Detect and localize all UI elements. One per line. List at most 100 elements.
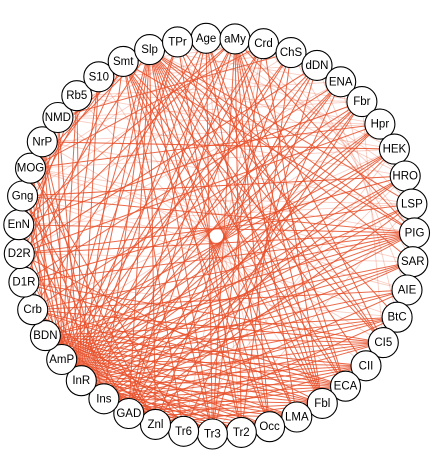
node-circle [83,61,115,93]
edge-InR-S10 [80,76,100,381]
edge-AmP-NMD [57,117,63,360]
node-label: D1R [12,277,35,289]
edge-TPr-CI5 [177,41,384,343]
edge-PIG-EnN [18,224,415,234]
node-S10: S10 [83,61,115,93]
node-Smt: Smt [107,45,139,77]
node-MOG: MOG [14,152,47,184]
node-NMD: NMD [42,101,74,134]
node-BtC: BtC [381,301,413,333]
faint-edge-ChS-SAR [290,52,414,262]
edge-aMy-PIG [234,38,415,234]
edge-CI5-Crb [32,309,384,344]
edge-AIE-GAD [128,289,408,414]
faint-edge-NMD-Fbr [57,101,362,118]
edge-Slp-CII [149,49,367,367]
node-label: D2R [8,248,31,260]
node-circle [26,126,58,158]
node-label: CII [359,360,374,372]
edge-SAR-Ins [103,261,414,400]
edge-Hpr-MOG [30,123,380,169]
edge-Slp-InR [80,49,151,381]
node-label: Tr3 [204,429,221,441]
node-circle [301,49,333,81]
node-BDN: BDN [29,320,61,352]
node-Tr2: Tr2 [225,416,257,448]
faint-edge-aMy-MOG [30,38,236,169]
node-circle [113,397,145,430]
node-label: AmP [49,354,74,366]
node-SAR: SAR [397,246,429,278]
edge-dDN-D2R [19,64,318,255]
edge-ECA-Ins [103,385,346,400]
node-label: SAR [401,256,425,268]
node-label: Znl [148,419,164,431]
node-circle [367,327,399,359]
node-circle [61,80,93,112]
node-label: Age [196,33,216,45]
edge-HRO-AmP [61,175,406,360]
node-Ins: Ins [88,383,120,415]
node-HRO: HRO [389,160,421,192]
node-Rb5: Rb5 [61,80,93,112]
edge-SAR-AmP [61,261,413,360]
node-label: HEK [383,144,407,156]
node-ENA: ENA [325,66,357,98]
node-Occ: Occ [254,411,286,443]
node-label: MOG [17,163,45,175]
node-AIE: AIE [391,274,423,306]
node-label: Ins [96,393,112,405]
node-circle [364,108,396,140]
edge-AmP-Rb5 [61,95,78,360]
edge-ECA-D1R [23,281,346,387]
edge-Fbl-InR [81,380,323,404]
node-PIG: PIG [398,217,431,249]
node-circle [325,66,357,98]
edge-Age-Fbl [205,38,323,404]
edge-aMy-ECA [234,38,346,387]
edge-ENA-D1R [23,81,341,283]
node-AmP: AmP [46,343,78,376]
node-circle [306,387,338,419]
edge-PIG-Crb [32,232,415,311]
edge-HEK-NrP [42,141,395,150]
node-circle [329,370,362,402]
edge-CII-BDN [45,335,367,367]
node-label: HRO [392,171,418,183]
edge-InR-NMD [57,117,82,381]
faint-edge-NrP-Hpr [42,123,380,143]
edge-aMy-D2R [18,38,236,254]
node-circle [88,383,120,415]
edge-Crd-InR [80,43,264,381]
node-Crb: Crb [17,294,49,326]
edge-PIG-D1R [23,232,415,283]
edge-Znl-MOG [30,167,156,425]
node-InR: InR [65,365,97,397]
node-HEK: HEK [378,133,410,165]
edge-PIG-BDN [45,232,415,337]
edge-Slp-SAR [149,49,414,263]
edge-CI5-AmP [61,342,384,360]
node-label: Smt [113,56,134,68]
faint-edge-dDN-AIE [316,65,408,291]
node-dDN: dDN [301,49,333,81]
faint-edge-Rb5-ENA [76,81,341,97]
node-Crd: Crd [247,28,280,60]
edge-InR-MOG [30,168,82,381]
node-label: Hpr [371,119,390,131]
node-Slp: Slp [134,34,166,66]
node-Fbr: Fbr [346,86,378,118]
edge-aMy-EnN [18,38,236,226]
node-TPr: TPr [161,26,194,58]
node-label: NMD [45,112,71,124]
edge-ChS-AmP [61,52,292,360]
faint-edge-NMD-CII [57,117,367,367]
node-label: NrP [32,136,52,148]
edge-PIG-InR [81,232,415,382]
faint-edge-NMD-Hpr [57,117,380,125]
node-label: CI5 [374,337,392,349]
node-CI5: CI5 [367,327,399,359]
node-label: ChS [280,47,303,59]
node-circle [391,274,423,306]
node-label: aMy [224,33,246,45]
